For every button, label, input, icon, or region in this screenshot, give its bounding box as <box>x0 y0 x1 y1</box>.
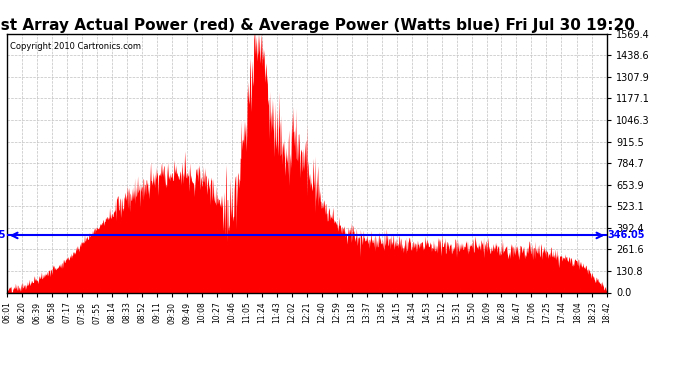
Title: East Array Actual Power (red) & Average Power (Watts blue) Fri Jul 30 19:20: East Array Actual Power (red) & Average … <box>0 18 635 33</box>
Text: 346.05: 346.05 <box>608 231 645 240</box>
Text: 346.05: 346.05 <box>0 231 6 240</box>
Text: Copyright 2010 Cartronics.com: Copyright 2010 Cartronics.com <box>10 42 141 51</box>
